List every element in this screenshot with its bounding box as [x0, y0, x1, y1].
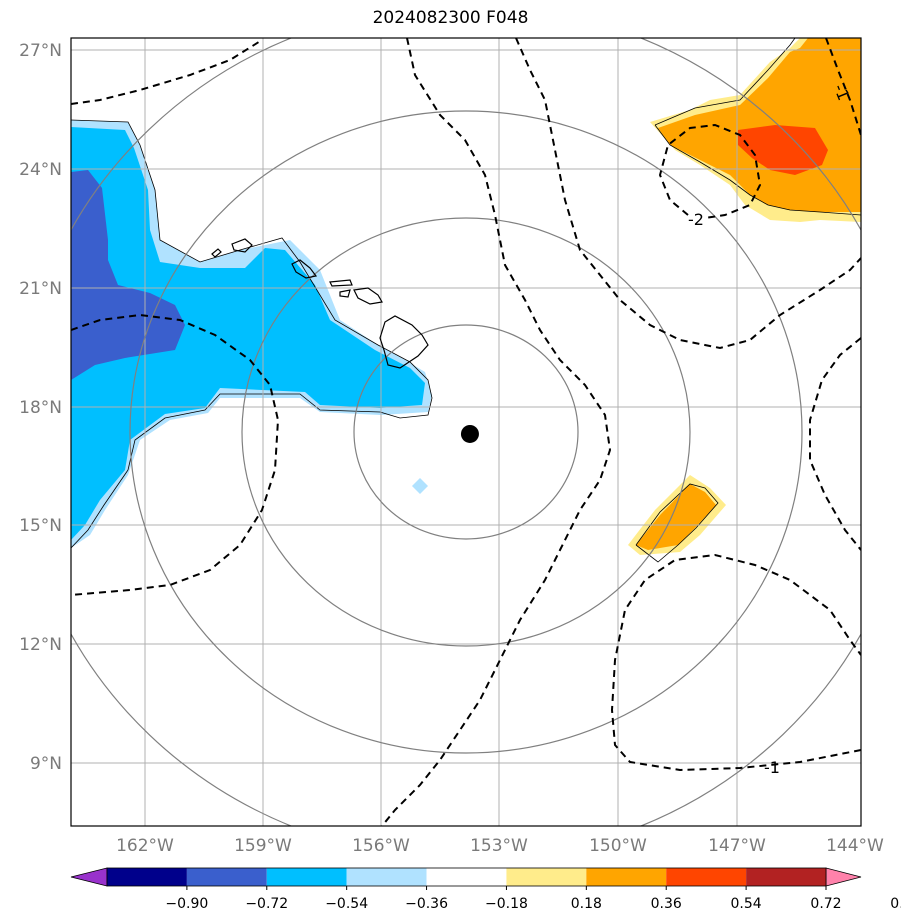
colorbar-level-label: −0.54 [325, 896, 368, 912]
hawaiian-islands [211, 238, 429, 369]
colorbar-swatch [666, 868, 747, 886]
lon-tick-label: 159°W [234, 836, 292, 856]
lat-tick-label: 27°N [19, 41, 62, 61]
lat-tick-label: 18°N [19, 398, 62, 418]
lat-tick-label: 12°N [19, 635, 62, 655]
colorbar-frame [106, 867, 827, 887]
lon-tick-label: 144°W [826, 836, 884, 856]
lon-tick-label: 162°W [116, 836, 174, 856]
contour-label-minus-2: -2 [688, 210, 704, 229]
colorbar-swatch [506, 868, 587, 886]
colorbar-swatch [266, 868, 347, 886]
lon-tick-label: 153°W [470, 836, 528, 856]
colorbar-level-label: −0.90 [165, 896, 208, 912]
colorbar-extend-low [70, 867, 108, 887]
colorbar-level-label: 0.90 [890, 896, 901, 912]
negative-anomaly-small-fill [412, 478, 428, 494]
colorbar-level-label: −0.18 [485, 896, 528, 912]
colorbar-swatch [586, 868, 667, 886]
contour-label-minus-1-south: -1 [764, 758, 780, 777]
dashed-contours [71, 38, 861, 826]
positive-anomaly-small-orange-fill [636, 484, 716, 550]
latitude-ticks: 27°N 24°N 21°N 18°N 15°N 12°N 9°N [19, 41, 62, 774]
colorbar-swatch [186, 868, 267, 886]
colorbar-swatch [426, 868, 507, 886]
positive-anomaly-red-fill [738, 125, 828, 175]
negative-anomaly-medium-fill [71, 127, 425, 540]
colorbar-swatch [746, 868, 826, 886]
colorbar-swatch [346, 868, 427, 886]
colorbar-level-label: −0.72 [245, 896, 288, 912]
lat-tick-label: 9°N [30, 754, 62, 774]
lat-tick-label: 15°N [19, 516, 62, 536]
longitude-ticks: 162°W 159°W 156°W 153°W 150°W 147°W 144°… [116, 836, 884, 856]
colorbar: −0.90 −0.72 −0.54 −0.36 −0.18 0.18 0.36 0.54 0.7… [70, 867, 901, 912]
colorbar-extend-high [825, 867, 862, 887]
colorbar-level-label: 0.18 [571, 896, 602, 912]
map-title: 2024082300 F048 [372, 8, 529, 28]
contour-label-minus-1-east: -1 [830, 81, 854, 103]
anomaly-outline-east [654, 38, 861, 216]
colorbar-level-label: 0.54 [731, 896, 762, 912]
range-rings [71, 38, 861, 826]
colorbar-swatch [107, 868, 187, 886]
gridlines [71, 38, 861, 826]
lat-tick-label: 21°N [19, 279, 62, 299]
lon-tick-label: 156°W [352, 836, 410, 856]
lon-tick-label: 150°W [589, 836, 647, 856]
colorbar-level-label: −0.36 [405, 896, 448, 912]
lon-tick-label: 147°W [708, 836, 766, 856]
negative-anomaly-dark-fill [71, 170, 185, 380]
anomaly-outline-small [635, 483, 719, 563]
colorbar-level-label: 0.36 [651, 896, 682, 912]
lat-tick-label: 24°N [19, 160, 62, 180]
storm-center-marker [460, 424, 479, 443]
colorbar-level-label: 0.72 [810, 896, 841, 912]
map-frame [70, 37, 862, 827]
